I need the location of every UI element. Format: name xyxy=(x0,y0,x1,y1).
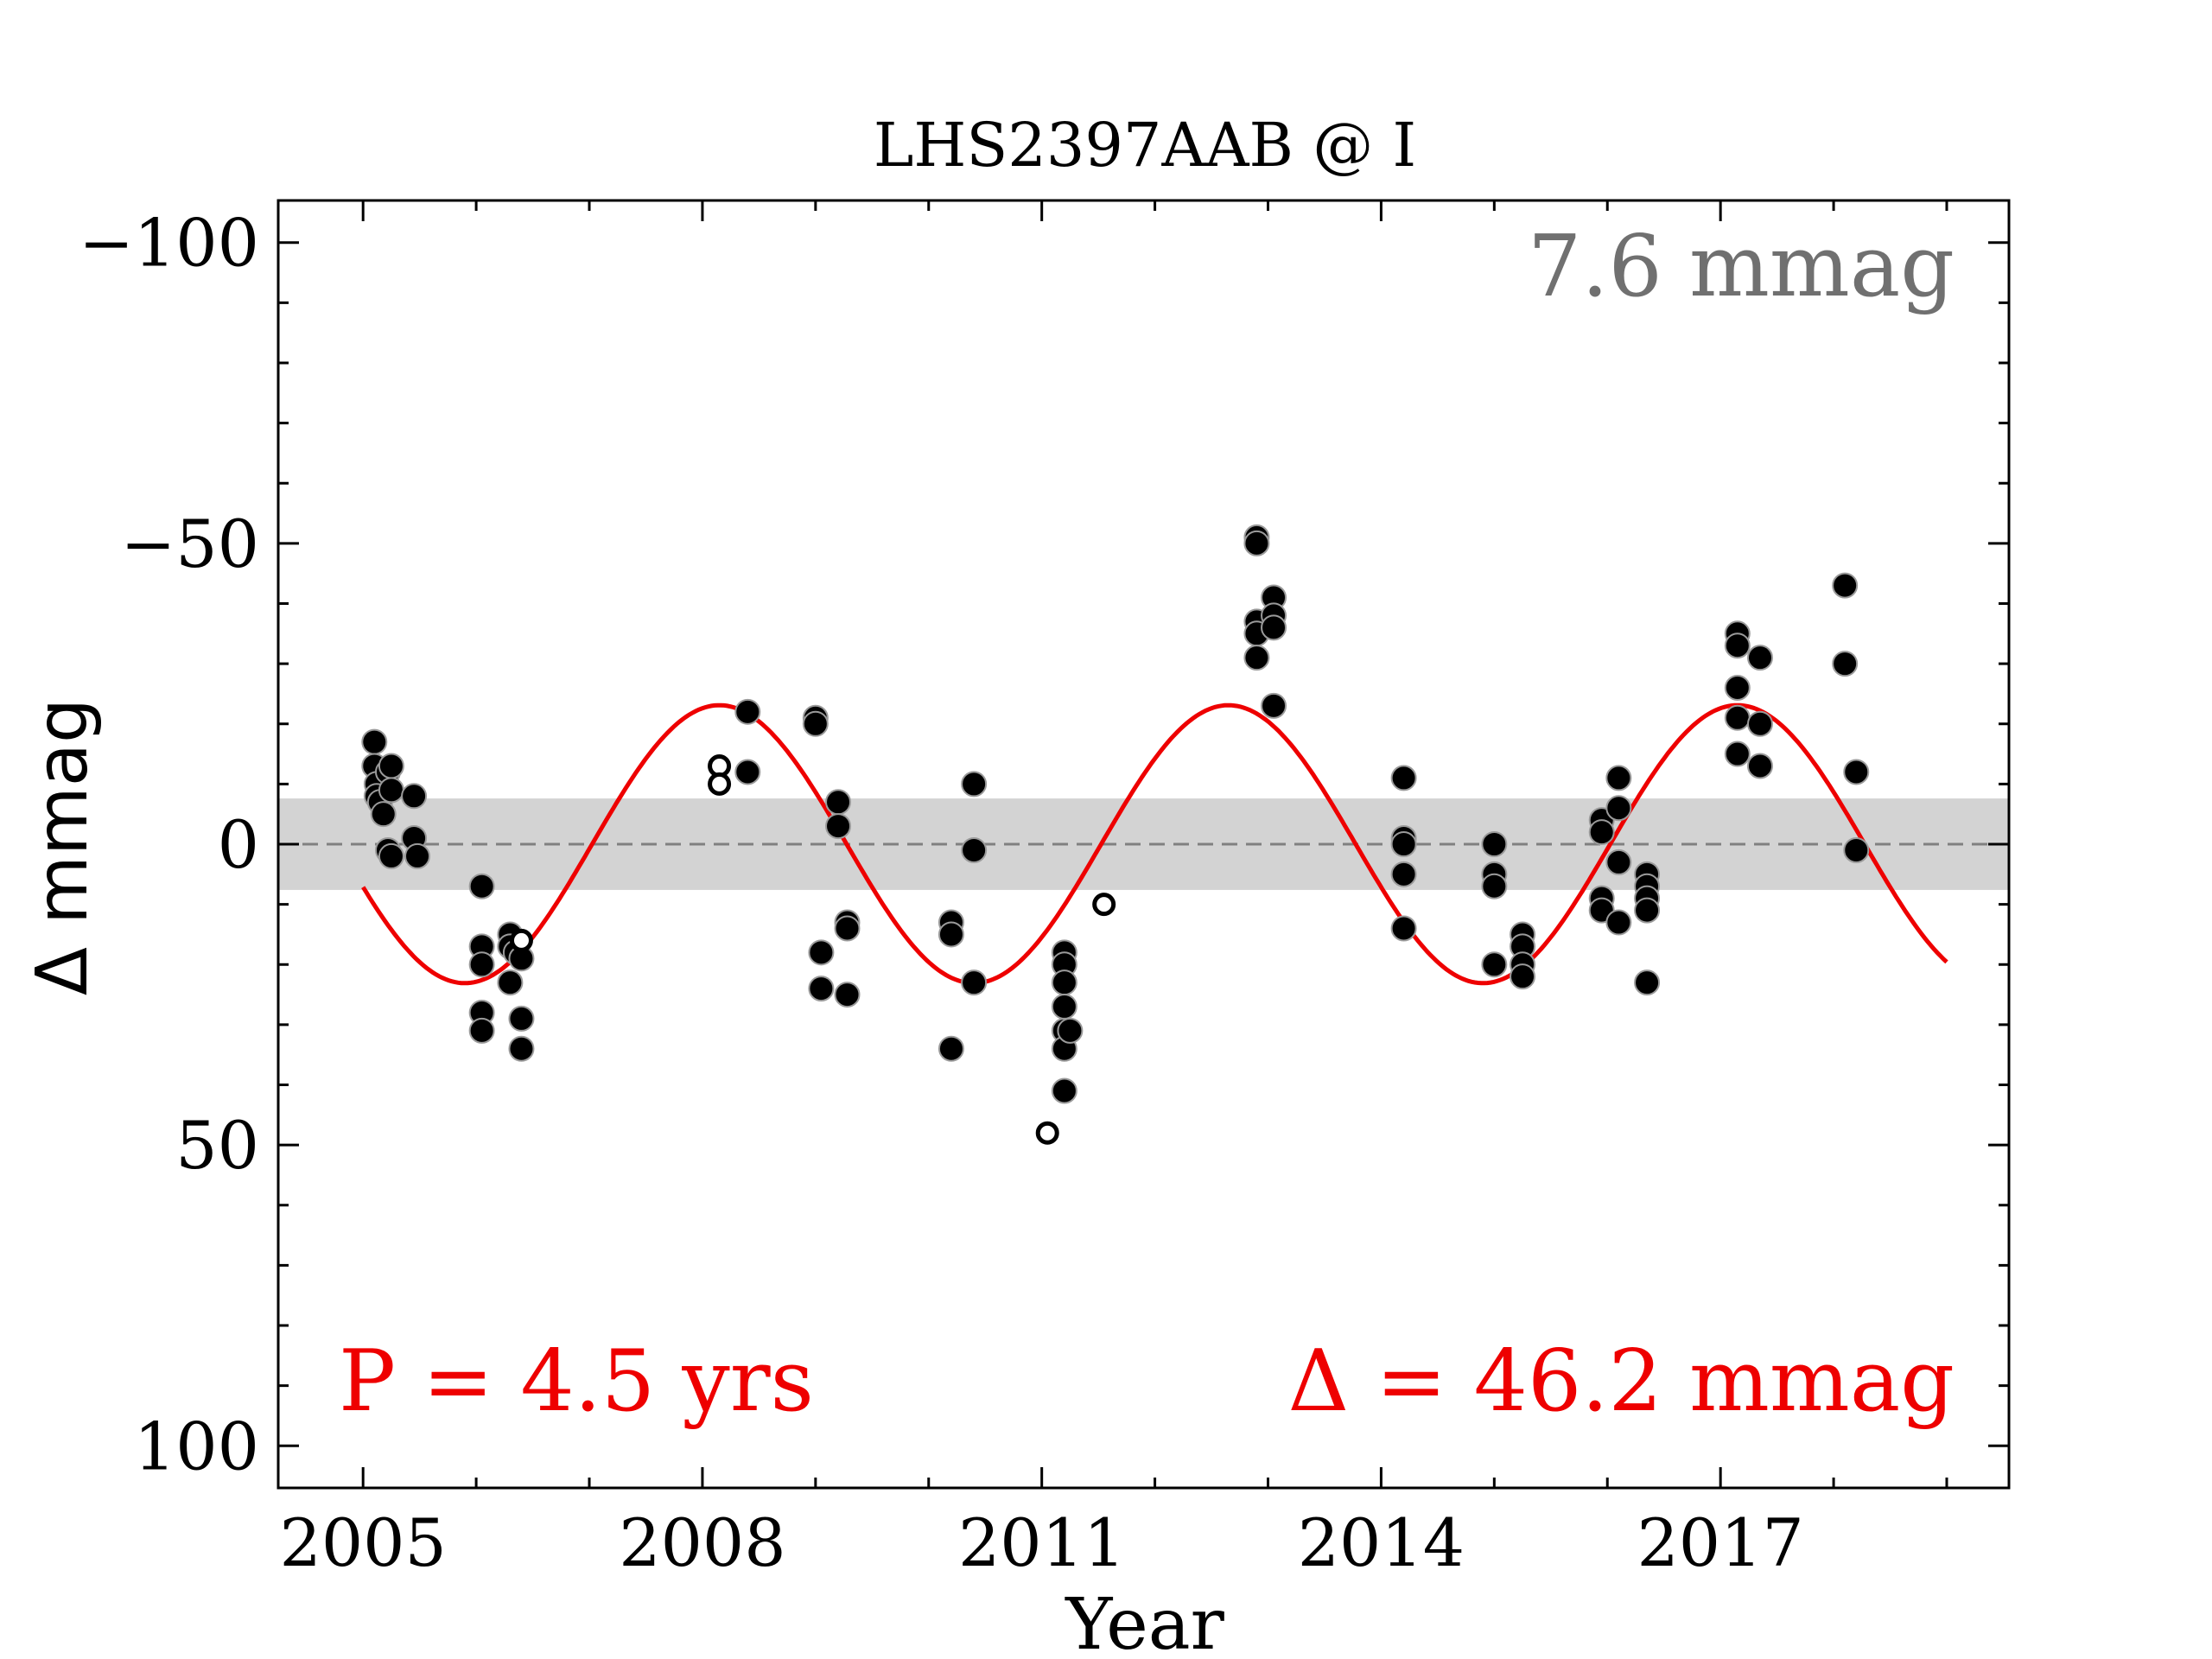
data-point xyxy=(378,777,404,804)
data-point xyxy=(961,836,988,863)
data-point xyxy=(1390,831,1417,857)
data-point-open xyxy=(1035,1121,1059,1145)
scatter-band xyxy=(278,798,2009,890)
y-tick-label: 0 xyxy=(218,806,259,883)
data-point xyxy=(1605,909,1632,936)
data-point xyxy=(468,873,495,899)
data-point xyxy=(1390,861,1417,887)
data-point xyxy=(1588,819,1615,846)
data-point xyxy=(1605,849,1632,875)
data-point xyxy=(834,982,861,1008)
data-point xyxy=(1261,692,1287,719)
data-point xyxy=(1724,704,1751,731)
data-point xyxy=(361,728,388,755)
data-point-open xyxy=(1092,893,1116,917)
data-point xyxy=(1481,831,1508,857)
data-point xyxy=(825,789,852,816)
data-point xyxy=(1261,614,1287,641)
data-point xyxy=(1051,969,1077,996)
x-tick-label: 2011 xyxy=(958,1504,1125,1581)
data-points xyxy=(361,524,1870,1145)
data-point xyxy=(1243,530,1270,556)
data-point xyxy=(1481,873,1508,899)
data-point xyxy=(1724,632,1751,659)
data-point xyxy=(938,921,964,948)
data-point xyxy=(1634,969,1661,996)
x-tick-label: 2005 xyxy=(279,1504,446,1581)
data-point xyxy=(808,976,835,1002)
sinusoid-fit-curve xyxy=(361,702,1948,986)
data-point xyxy=(404,842,431,869)
chart-title: LHS2397AAB @ I xyxy=(874,110,1416,181)
data-point xyxy=(734,698,761,725)
data-point xyxy=(1057,1017,1084,1044)
data-point xyxy=(834,915,861,942)
data-point xyxy=(508,1005,535,1032)
data-point xyxy=(370,801,397,828)
data-point xyxy=(1481,951,1508,978)
y-tick-label: 50 xyxy=(175,1107,259,1184)
data-point-open xyxy=(509,928,533,952)
data-point-open xyxy=(708,772,732,796)
data-point xyxy=(1832,651,1859,677)
x-tick-label: 2017 xyxy=(1637,1504,1803,1581)
data-point xyxy=(1832,572,1859,599)
x-tick-label: 2008 xyxy=(619,1504,785,1581)
data-point xyxy=(1724,741,1751,767)
data-point xyxy=(1746,645,1773,671)
data-point xyxy=(1510,963,1536,990)
data-point xyxy=(378,753,404,779)
data-point xyxy=(961,771,988,798)
plot-frame xyxy=(276,199,2011,1490)
data-point xyxy=(808,939,835,966)
y-tick-label: 100 xyxy=(134,1408,259,1484)
data-point xyxy=(1051,1077,1077,1104)
data-point xyxy=(1843,759,1870,785)
data-point xyxy=(825,813,852,840)
y-tick-label: −100 xyxy=(79,205,259,282)
data-point xyxy=(938,1035,964,1062)
y-axis-label: Δ mmag xyxy=(22,698,104,995)
data-point xyxy=(1390,915,1417,942)
x-tick-label: 2014 xyxy=(1298,1504,1465,1581)
data-point xyxy=(1605,795,1632,822)
data-point xyxy=(734,759,761,785)
x-tick-labels: 2005 2008 2011 2014 2017 xyxy=(279,1504,1803,1581)
scatter-label: 7.6 mmag xyxy=(1528,218,1955,316)
y-tick-label: −50 xyxy=(121,505,259,582)
data-point xyxy=(1746,710,1773,737)
y-tick-labels: −100 −50 0 50 100 xyxy=(79,205,259,1485)
data-point xyxy=(1843,836,1870,863)
data-point xyxy=(1746,753,1773,779)
data-point xyxy=(497,969,524,996)
data-point xyxy=(1724,674,1751,701)
axis-ticks xyxy=(278,200,2009,1488)
amplitude-label: Δ = 46.2 mmag xyxy=(1287,1332,1955,1431)
data-point xyxy=(1243,645,1270,671)
data-point xyxy=(1051,993,1077,1020)
data-point xyxy=(378,842,404,869)
data-point xyxy=(802,710,829,737)
data-point xyxy=(401,783,428,810)
data-point xyxy=(961,969,988,996)
data-point xyxy=(468,951,495,978)
data-point xyxy=(1634,897,1661,924)
plot-area xyxy=(278,524,2009,1145)
x-axis-label: Year xyxy=(1065,1584,1224,1659)
data-point xyxy=(1390,765,1417,791)
data-point xyxy=(508,1035,535,1062)
data-point xyxy=(1605,765,1632,791)
data-point xyxy=(468,1017,495,1044)
period-label: P = 4.5 yrs xyxy=(339,1332,814,1431)
